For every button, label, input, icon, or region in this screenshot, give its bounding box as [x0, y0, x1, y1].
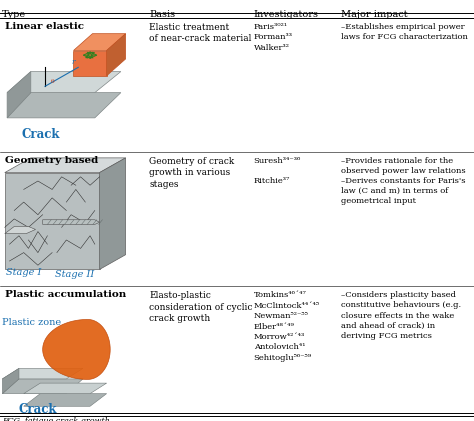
Polygon shape	[43, 220, 100, 224]
Text: Suresh³⁴⁻³⁶

Ritchie³⁷: Suresh³⁴⁻³⁶ Ritchie³⁷	[254, 157, 301, 185]
Polygon shape	[5, 173, 100, 269]
Text: Investigators: Investigators	[254, 10, 319, 19]
Text: r: r	[71, 59, 75, 67]
Polygon shape	[73, 51, 107, 76]
Text: Plastic zone: Plastic zone	[2, 318, 62, 327]
Text: θ: θ	[51, 79, 55, 84]
Text: Stage II: Stage II	[55, 270, 94, 279]
Polygon shape	[73, 34, 126, 51]
Polygon shape	[7, 93, 121, 118]
Text: Type: Type	[2, 10, 27, 19]
Text: Crack: Crack	[21, 128, 60, 141]
Text: Plastic accumulation: Plastic accumulation	[5, 290, 126, 299]
Polygon shape	[24, 383, 107, 394]
Polygon shape	[7, 72, 121, 93]
Text: –Provides rationale for the
observed power law relations
–Derives constants for : –Provides rationale for the observed pow…	[341, 157, 466, 205]
Text: Elasto-plastic
consideration of cyclic
crack growth: Elasto-plastic consideration of cyclic c…	[149, 291, 253, 323]
Polygon shape	[43, 320, 110, 379]
Polygon shape	[2, 368, 83, 379]
Text: –Establishes empirical power
laws for FCG characterization: –Establishes empirical power laws for FC…	[341, 23, 468, 41]
Text: Linear elastic: Linear elastic	[5, 22, 84, 31]
Text: Geometry of crack
growth in various
stages: Geometry of crack growth in various stag…	[149, 157, 235, 189]
Polygon shape	[24, 394, 107, 406]
Text: Tomkins⁴⁶´⁴⁷
McClintock⁴⁴´⁴⁵
Newman⁵²⁻⁵⁵
Elber⁴⁸´⁴⁹
Morrow⁴²´⁴³
Antolovich⁴¹
Seh: Tomkins⁴⁶´⁴⁷ McClintock⁴⁴´⁴⁵ Newman⁵²⁻⁵⁵…	[254, 291, 320, 362]
Polygon shape	[5, 158, 126, 173]
Polygon shape	[5, 226, 36, 234]
Text: Elastic treatment
of near-crack material: Elastic treatment of near-crack material	[149, 23, 252, 43]
Text: Basis: Basis	[149, 10, 175, 19]
Text: Geometry based: Geometry based	[5, 156, 98, 165]
Polygon shape	[7, 72, 31, 118]
Text: FCG, fatigue crack growth.: FCG, fatigue crack growth.	[2, 417, 113, 421]
Polygon shape	[2, 379, 83, 394]
Text: Paris³⁰²¹
Forman³³
Walker³²: Paris³⁰²¹ Forman³³ Walker³²	[254, 23, 292, 51]
Polygon shape	[2, 368, 19, 394]
Text: Crack: Crack	[19, 403, 57, 416]
Text: Stage I: Stage I	[6, 268, 41, 277]
Polygon shape	[100, 158, 126, 269]
Text: –Considers plasticity based
constitutive behaviours (e.g.
closure effects in the: –Considers plasticity based constitutive…	[341, 291, 461, 340]
Text: Major impact: Major impact	[341, 10, 408, 19]
Polygon shape	[107, 34, 126, 76]
